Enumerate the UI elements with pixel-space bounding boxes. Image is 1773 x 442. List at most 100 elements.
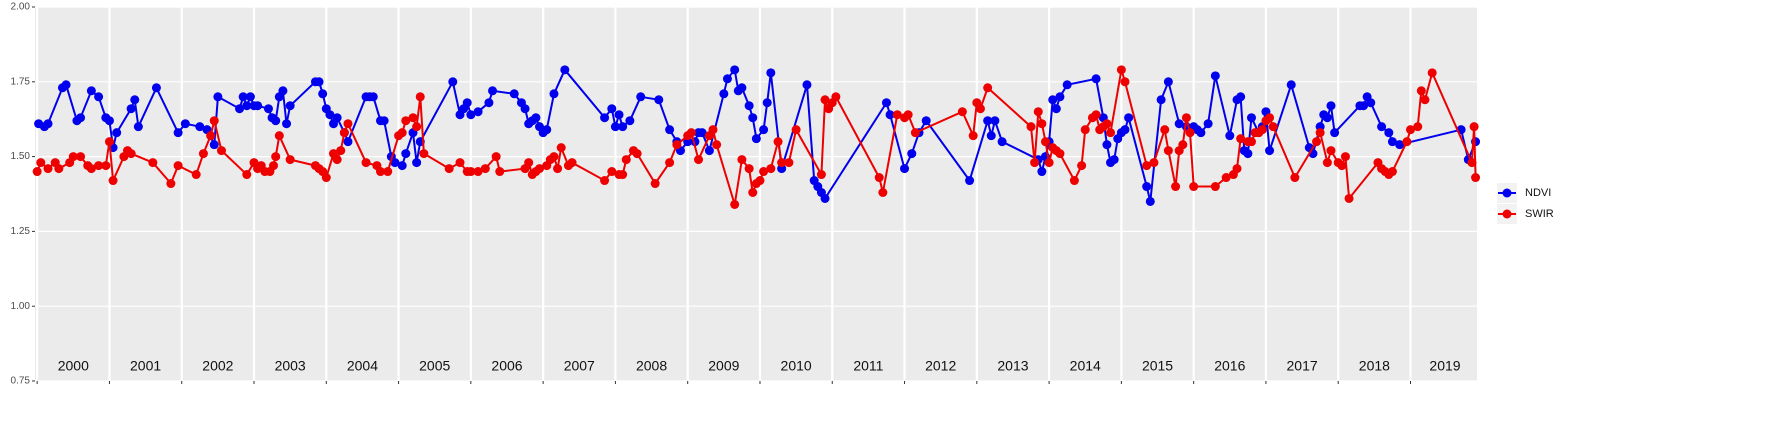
point (1413, 122, 1423, 132)
point (614, 110, 624, 120)
legend-point (1502, 188, 1512, 198)
point (242, 170, 252, 180)
point (390, 158, 400, 168)
point (755, 176, 765, 186)
point (1268, 122, 1278, 132)
point (881, 98, 891, 108)
point (986, 131, 996, 141)
point (567, 158, 577, 168)
point (466, 167, 476, 177)
point (553, 164, 563, 174)
x-tick-label: 2012 (925, 358, 956, 374)
point (1326, 146, 1336, 156)
x-tick-label: 2018 (1359, 358, 1390, 374)
point (1120, 125, 1130, 135)
point (206, 131, 216, 141)
point (238, 92, 248, 102)
point (86, 164, 96, 174)
point (618, 170, 628, 180)
point (412, 158, 422, 168)
point (1471, 173, 1481, 183)
point (336, 146, 346, 156)
point (650, 179, 660, 189)
point (1286, 80, 1296, 90)
point (697, 128, 707, 138)
point (94, 92, 104, 102)
point (820, 95, 830, 105)
point (86, 86, 96, 96)
point (1337, 161, 1347, 171)
point (1102, 119, 1112, 129)
point (94, 161, 104, 171)
point (1051, 104, 1061, 114)
point (455, 158, 465, 168)
point (1246, 137, 1256, 147)
point (921, 116, 931, 126)
point (748, 113, 758, 123)
point (618, 122, 628, 132)
point (269, 161, 279, 171)
point (1062, 80, 1072, 90)
point (1149, 158, 1159, 168)
point (965, 176, 975, 186)
point (1142, 182, 1152, 192)
point (195, 122, 205, 132)
point (415, 92, 425, 102)
point (126, 104, 136, 114)
point (1181, 113, 1191, 123)
point (36, 158, 46, 168)
point (462, 98, 472, 108)
point (1145, 196, 1155, 206)
point (1185, 128, 1195, 138)
point (1366, 98, 1376, 108)
point (43, 119, 53, 129)
point (383, 167, 393, 177)
point (542, 125, 552, 135)
point (448, 77, 458, 87)
y-tick-label: 1.75 (11, 76, 31, 87)
point (1142, 161, 1152, 171)
point (480, 164, 490, 174)
point (112, 128, 122, 138)
point (1091, 110, 1101, 120)
point (520, 104, 530, 114)
point (632, 149, 642, 159)
point (173, 128, 183, 138)
point (1120, 77, 1130, 87)
point (535, 164, 545, 174)
point (1340, 152, 1350, 162)
point (1044, 158, 1054, 168)
x-tick-label: 2001 (130, 358, 161, 374)
point (1257, 125, 1267, 135)
y-tick-label: 1.50 (11, 151, 31, 162)
point (1203, 119, 1213, 129)
point (549, 152, 559, 162)
point (401, 116, 411, 126)
y-tick-label: 1.00 (11, 301, 31, 312)
point (892, 110, 902, 120)
point (1225, 131, 1235, 141)
point (1210, 71, 1220, 81)
point (744, 101, 754, 111)
x-tick-label: 2016 (1214, 358, 1245, 374)
point (712, 140, 722, 150)
point (907, 149, 917, 159)
point (665, 125, 675, 135)
point (209, 116, 219, 126)
point (401, 149, 411, 159)
y-tick-label: 1.25 (11, 226, 31, 237)
point (686, 128, 696, 138)
point (1467, 158, 1477, 168)
point (321, 173, 331, 183)
point (1069, 176, 1079, 186)
point (560, 65, 570, 75)
point (376, 167, 386, 177)
point (722, 74, 732, 84)
point (271, 116, 281, 126)
point (1160, 125, 1170, 135)
point (759, 167, 769, 177)
point (1236, 92, 1246, 102)
point (397, 128, 407, 138)
x-tick-label: 2008 (636, 358, 667, 374)
point (1080, 125, 1090, 135)
